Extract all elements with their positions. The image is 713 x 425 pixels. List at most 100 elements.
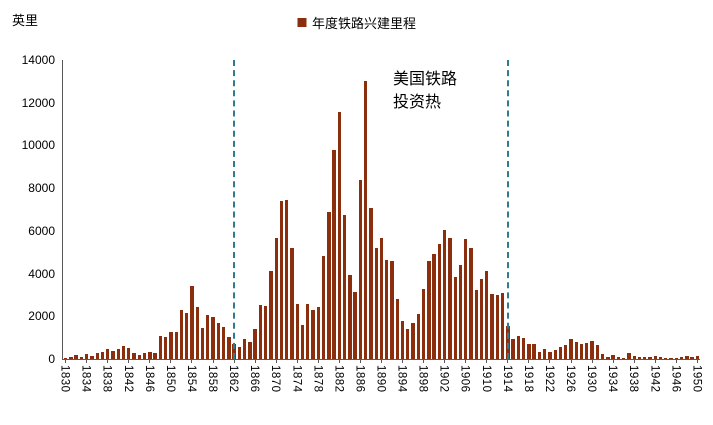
bar <box>353 292 357 359</box>
bar <box>643 357 647 359</box>
x-tick-label: 1854 <box>184 365 197 393</box>
bar <box>369 208 373 359</box>
bar <box>495 294 499 359</box>
x-axis-tick <box>275 359 277 363</box>
x-axis-tick <box>654 359 656 363</box>
boom-annotation-line1: 美国铁路 <box>393 71 458 88</box>
bar <box>106 349 110 359</box>
y-tick-label: 12000 <box>21 95 55 110</box>
bar <box>206 314 210 359</box>
bar <box>342 214 347 359</box>
x-tick-label: 1906 <box>458 365 471 393</box>
x-tick-label: 1850 <box>163 365 176 393</box>
bar <box>116 348 120 359</box>
x-axis-tick <box>65 359 67 363</box>
x-tick-label: 1838 <box>100 365 113 393</box>
bar <box>695 356 700 359</box>
x-axis-tick <box>696 359 698 363</box>
bar <box>227 337 231 359</box>
x-axis-tick <box>191 359 193 363</box>
x-axis-tick <box>486 359 488 363</box>
bar <box>590 340 594 359</box>
bar <box>432 254 436 359</box>
bar <box>327 212 331 359</box>
bar <box>411 322 415 359</box>
bar <box>306 304 310 359</box>
bar <box>448 238 452 359</box>
y-tick-label: 2000 <box>28 309 55 324</box>
x-tick-label: 1882 <box>332 365 345 393</box>
bar <box>190 285 194 359</box>
bar <box>500 293 505 359</box>
bar <box>611 355 615 359</box>
bar <box>574 342 578 359</box>
bar <box>579 344 584 359</box>
x-tick-label: 1834 <box>79 365 92 393</box>
x-tick-label: 1950 <box>690 365 703 393</box>
bar <box>200 327 205 359</box>
x-axis-tick <box>507 359 509 363</box>
x-axis-tick <box>465 359 467 363</box>
bar <box>595 345 600 359</box>
bar <box>479 278 484 359</box>
bar <box>290 247 294 359</box>
bar <box>395 299 399 359</box>
x-axis-tick <box>107 359 109 363</box>
y-tick-label: 4000 <box>28 266 55 281</box>
x-tick-label: 1898 <box>416 365 429 393</box>
bar <box>237 346 242 359</box>
x-tick-label: 1870 <box>269 365 282 393</box>
bar <box>274 238 278 359</box>
bar <box>85 354 89 359</box>
bar <box>679 356 684 359</box>
x-tick-label: 1942 <box>648 365 661 393</box>
x-axis-tick <box>233 359 235 363</box>
bar <box>664 357 668 359</box>
bar <box>279 201 284 359</box>
x-tick-label: 1846 <box>142 365 155 393</box>
x-axis-tick <box>86 359 88 363</box>
bar <box>585 343 589 359</box>
x-axis-tick <box>149 359 151 363</box>
bar <box>332 149 336 359</box>
bar <box>253 329 257 359</box>
bar <box>627 352 631 359</box>
x-tick-label: 1858 <box>206 365 219 393</box>
bar <box>100 351 105 359</box>
y-tick-label: 0 <box>48 352 55 366</box>
x-tick-label: 1866 <box>248 365 261 393</box>
x-tick-label: 1910 <box>479 365 492 393</box>
x-tick-label: 1878 <box>311 365 324 393</box>
bar <box>464 238 468 359</box>
bar <box>300 324 305 359</box>
x-axis-tick <box>170 359 172 363</box>
boom-period-marker <box>233 60 236 359</box>
bar <box>285 200 289 359</box>
x-axis-tick <box>675 359 677 363</box>
bar <box>211 317 215 359</box>
bar <box>427 261 431 359</box>
legend-label: 年度铁路兴建里程 <box>311 16 417 31</box>
y-tick-label: 8000 <box>28 181 55 196</box>
bar <box>543 348 547 359</box>
bar <box>516 335 521 359</box>
x-axis-tick <box>381 359 382 363</box>
bar <box>137 355 141 359</box>
bar <box>174 331 178 359</box>
bar <box>321 256 326 359</box>
x-tick-label: 1914 <box>500 365 513 393</box>
bar <box>311 310 315 359</box>
x-axis-tick <box>317 359 319 363</box>
bar <box>263 306 268 359</box>
x-tick-label: 1874 <box>290 365 303 393</box>
bar <box>406 328 410 359</box>
x-tick-label: 1830 <box>58 365 71 393</box>
bar <box>616 357 621 359</box>
x-axis-tick <box>254 359 256 363</box>
bar <box>169 332 173 359</box>
x-tick-label: 1862 <box>227 365 240 393</box>
bar <box>95 353 99 359</box>
x-axis-tick <box>128 359 130 363</box>
bar <box>142 353 147 359</box>
x-tick-label: 1894 <box>395 365 408 393</box>
